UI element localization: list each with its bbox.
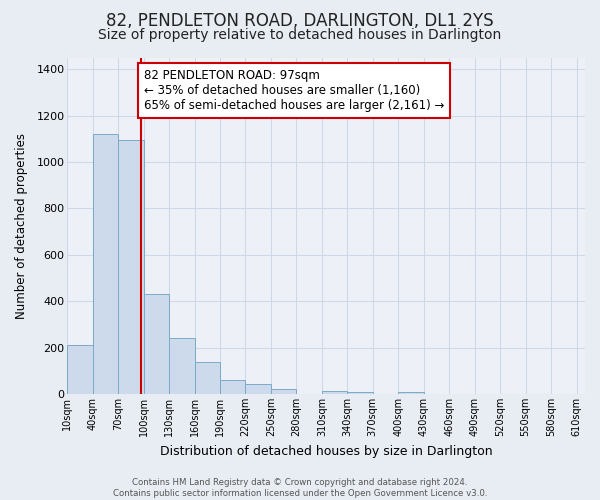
- Bar: [143, 294, 169, 394]
- Text: Contains HM Land Registry data © Crown copyright and database right 2024.
Contai: Contains HM Land Registry data © Crown c…: [113, 478, 487, 498]
- Bar: [92, 134, 118, 394]
- Bar: [398, 392, 424, 394]
- Text: Size of property relative to detached houses in Darlington: Size of property relative to detached ho…: [98, 28, 502, 42]
- Bar: [271, 390, 296, 394]
- Bar: [118, 140, 143, 394]
- Y-axis label: Number of detached properties: Number of detached properties: [15, 133, 28, 319]
- X-axis label: Distribution of detached houses by size in Darlington: Distribution of detached houses by size …: [160, 444, 493, 458]
- Bar: [322, 390, 347, 394]
- Bar: [194, 362, 220, 394]
- Bar: [169, 338, 194, 394]
- Text: 82 PENDLETON ROAD: 97sqm
← 35% of detached houses are smaller (1,160)
65% of sem: 82 PENDLETON ROAD: 97sqm ← 35% of detach…: [143, 69, 444, 112]
- Text: 82, PENDLETON ROAD, DARLINGTON, DL1 2YS: 82, PENDLETON ROAD, DARLINGTON, DL1 2YS: [106, 12, 494, 30]
- Bar: [347, 392, 373, 394]
- Bar: [220, 380, 245, 394]
- Bar: [67, 346, 92, 394]
- Bar: [245, 384, 271, 394]
